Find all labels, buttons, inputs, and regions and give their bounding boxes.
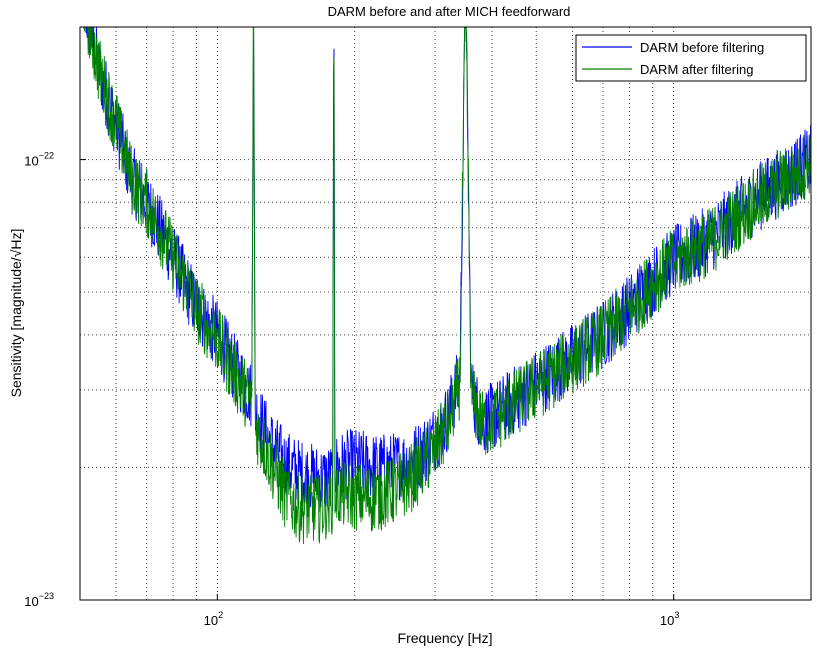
plot-background — [80, 27, 811, 600]
y-tick-label: 10−23 — [24, 591, 54, 609]
x-tick-exponent: 3 — [674, 610, 679, 620]
y-axis-label: Sensitivity [magnitude/√Hz] — [8, 229, 24, 398]
x-axis-label: Frequency [Hz] — [398, 630, 493, 646]
series-layer — [83, 27, 811, 545]
chart-title: DARM before and after MICH feedforward — [328, 4, 571, 19]
legend-label-after: DARM after filtering — [640, 62, 753, 77]
y-tick-exponent: −22 — [39, 151, 54, 161]
x-tick-exponent: 2 — [218, 610, 223, 620]
x-tick-label: 102 — [204, 610, 223, 628]
y-tick-label: 10−22 — [24, 151, 54, 169]
series-line-1 — [83, 27, 811, 545]
plot-frame — [79, 26, 812, 601]
legend-label-before: DARM before filtering — [640, 40, 764, 55]
x-tick-label: 103 — [660, 610, 679, 628]
legend-box — [575, 34, 807, 82]
legend: DARM before filtering DARM after filteri… — [575, 34, 807, 82]
y-tick-exponent: −23 — [39, 591, 54, 601]
